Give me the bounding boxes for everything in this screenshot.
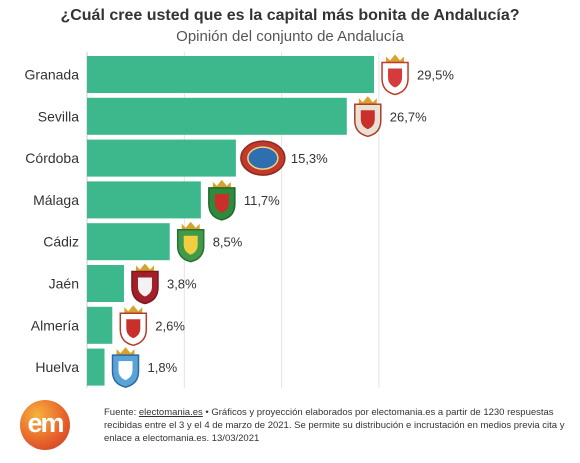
- chart-title: ¿Cuál cree usted que es la capital más b…: [60, 7, 520, 24]
- bar-sevilla: [87, 97, 347, 135]
- cadiz-shield-icon: [176, 221, 205, 263]
- bar-huelva: [87, 348, 105, 386]
- logo-text: em: [27, 407, 64, 438]
- chart-subtitle: Opinión del conjunto de Andalucía: [176, 28, 404, 45]
- footer-text: • Gráficos y proyección elaborados por e…: [104, 407, 565, 444]
- bar-malaga: [87, 181, 201, 219]
- value-label-almeria: 2,6%: [155, 318, 185, 333]
- category-label-cordoba: Córdoba: [25, 150, 79, 166]
- bar-chart: Granada 29,5% Sevilla 26,7% Córdoba 15,3% Mála…: [25, 52, 454, 388]
- footer-prefix: Fuente:: [104, 407, 139, 418]
- bar-cadiz: [87, 223, 170, 261]
- footer-source-link[interactable]: electomania.es: [138, 407, 203, 418]
- jaen-shield-icon: [131, 263, 159, 305]
- bar-granada: [87, 56, 375, 93]
- bar-cordoba: [87, 139, 236, 177]
- malaga-shield-icon: [208, 179, 236, 221]
- category-label-huelva: Huelva: [35, 359, 79, 375]
- electomania-logo: em: [20, 400, 70, 450]
- category-label-jaen: Jaén: [49, 276, 79, 292]
- value-label-malaga: 11,7%: [244, 193, 280, 208]
- value-label-jaen: 3,8%: [167, 277, 197, 292]
- value-label-cadiz: 8,5%: [213, 235, 243, 250]
- granada-shield-icon: [381, 54, 409, 96]
- value-label-sevilla: 26,7%: [390, 109, 427, 124]
- category-label-sevilla: Sevilla: [38, 108, 79, 124]
- bar-almeria: [87, 306, 113, 344]
- huelva-shield-icon: [111, 347, 140, 388]
- value-label-huelva: 1,8%: [148, 360, 178, 375]
- bar-jaen: [87, 265, 124, 302]
- almeria-shield-icon: [119, 305, 148, 347]
- value-label-cordoba: 15,3%: [291, 151, 328, 166]
- category-label-granada: Granada: [25, 67, 80, 83]
- value-label-granada: 29,5%: [417, 68, 454, 83]
- category-label-almeria: Almería: [31, 317, 79, 333]
- source-footer: Fuente: electomania.es • Gráficos y proy…: [104, 406, 574, 445]
- category-label-cadiz: Cádiz: [43, 234, 79, 250]
- sevilla-shield-icon: [354, 96, 382, 138]
- cordoba-seal-icon: [240, 140, 286, 176]
- category-label-malaga: Málaga: [33, 192, 79, 208]
